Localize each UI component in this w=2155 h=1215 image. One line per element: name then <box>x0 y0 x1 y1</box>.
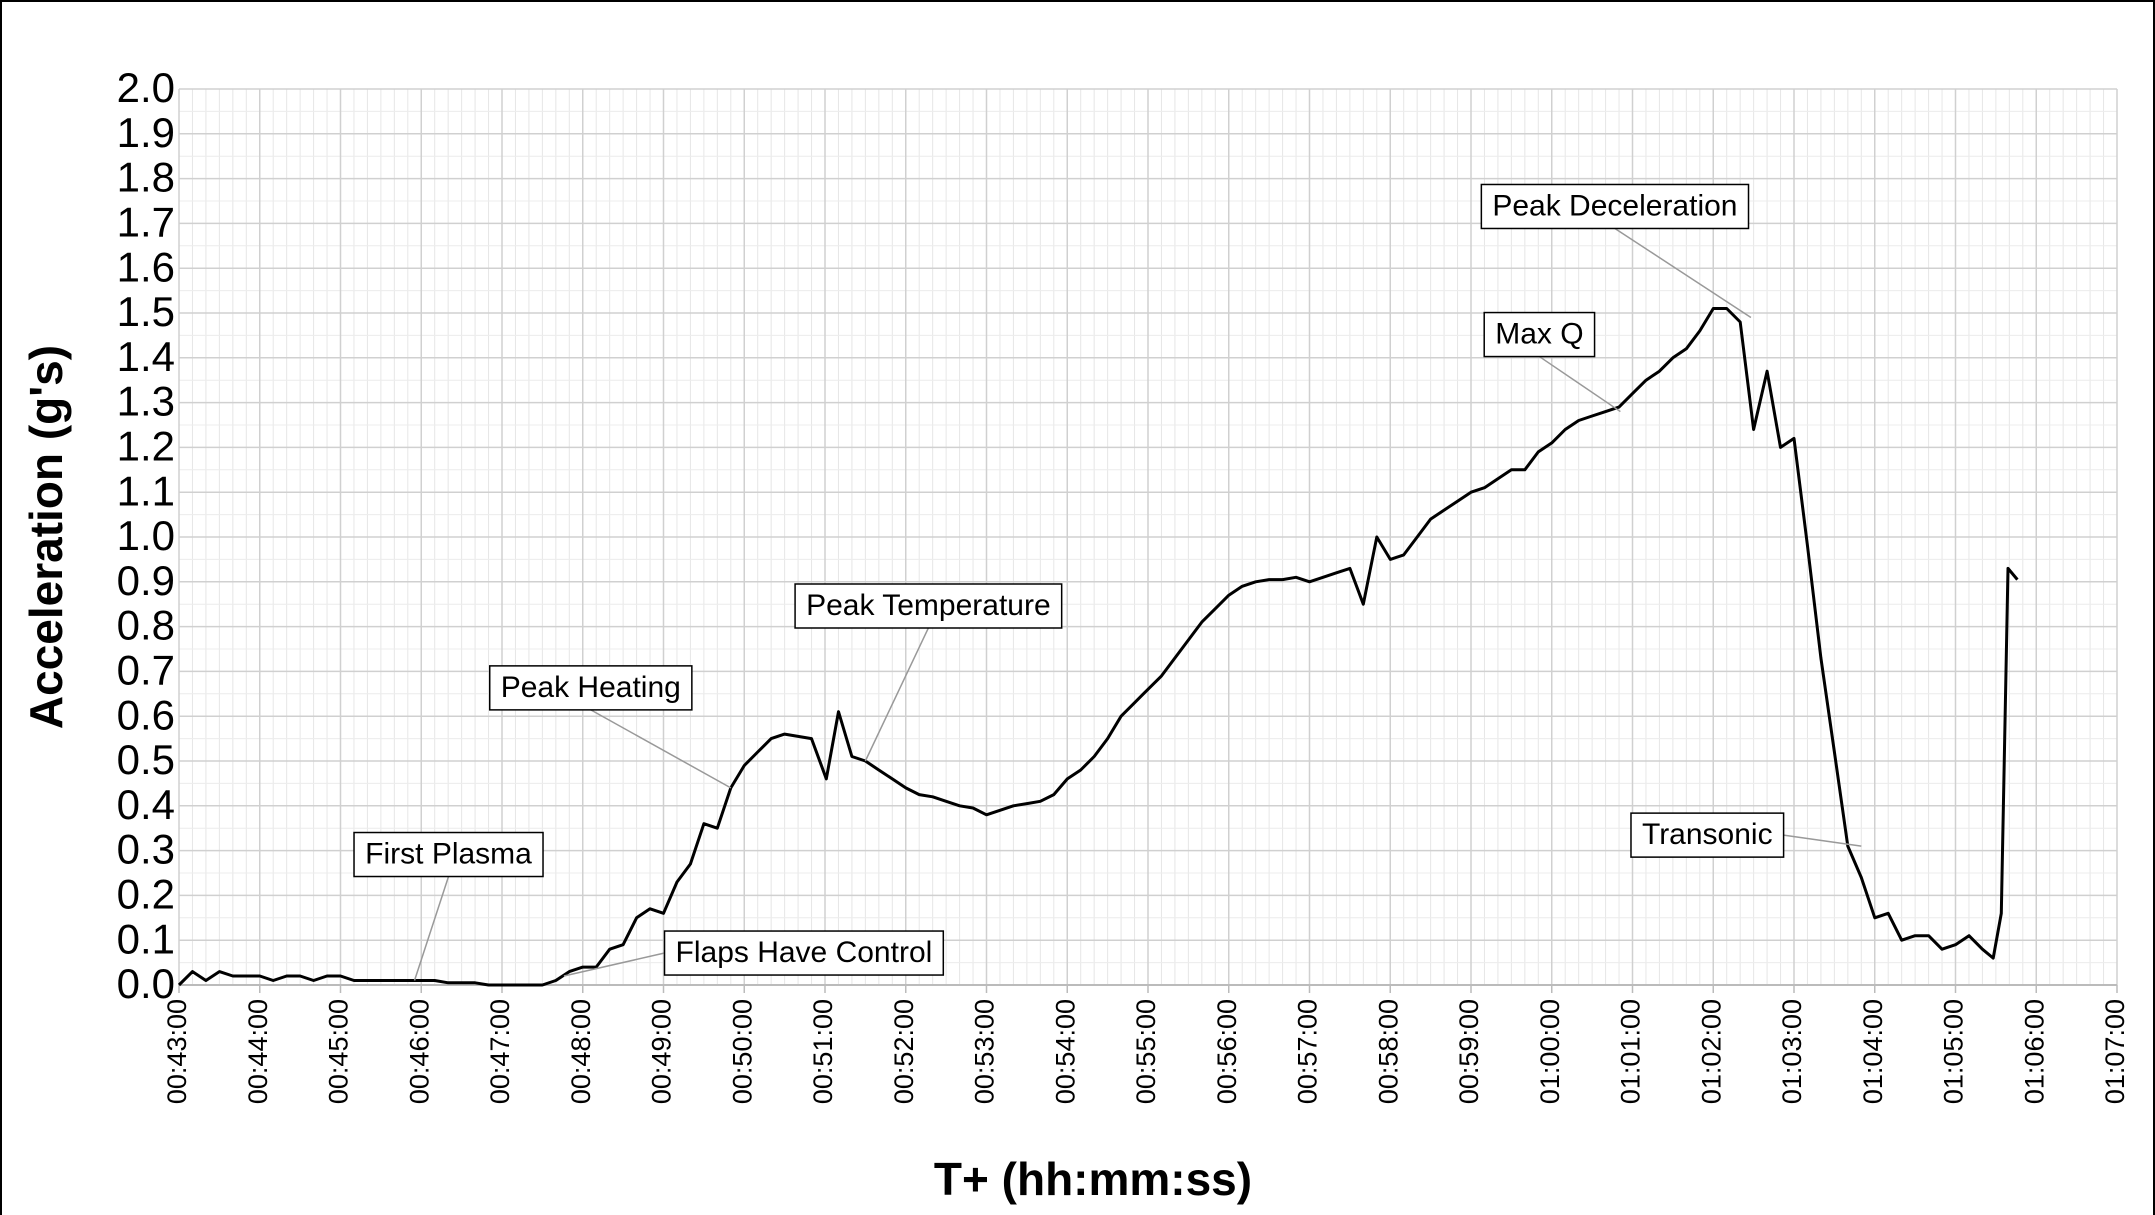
x-axis-title: T+ (hh:mm:ss) <box>934 1153 1252 1205</box>
annotation-leader <box>563 952 665 977</box>
x-tick-label: 00:56:00 <box>1212 999 1242 1104</box>
y-tick-label: 0.3 <box>117 826 175 873</box>
y-tick-label: 2.0 <box>117 64 175 111</box>
x-tick-label: 00:43:00 <box>162 999 192 1104</box>
x-tick-label: 01:05:00 <box>1939 999 1969 1104</box>
y-axis-title: Acceleration (g's) <box>20 345 72 729</box>
y-tick-label: 0.9 <box>117 557 175 604</box>
annotation-label: Peak Deceleration <box>1492 189 1737 222</box>
y-tick-label: 1.1 <box>117 467 175 514</box>
y-tick-label: 1.2 <box>117 422 175 469</box>
y-tick-label: 1.0 <box>117 512 175 559</box>
x-tick-label: 01:07:00 <box>2100 999 2130 1104</box>
annotation-leader <box>1538 355 1621 413</box>
x-tick-label: 00:58:00 <box>1373 999 1403 1104</box>
x-tick-label: 01:02:00 <box>1696 999 1726 1104</box>
y-tick-label: 0.5 <box>117 736 175 783</box>
y-tick-label: 1.4 <box>117 333 175 380</box>
annotation-leader <box>864 627 930 762</box>
x-tick-label: 00:52:00 <box>889 999 919 1104</box>
annotation-box <box>1480 183 1750 230</box>
y-tick-label: 0.0 <box>117 960 175 1007</box>
annotation-leader <box>1783 834 1862 847</box>
y-tick-label: 0.6 <box>117 691 175 738</box>
y-tick-label: 1.8 <box>117 154 175 201</box>
x-tick-label: 00:47:00 <box>485 999 515 1104</box>
annotation-label: First Plasma <box>365 837 532 870</box>
y-tick-label: 1.9 <box>117 109 175 156</box>
x-tick-label: 01:06:00 <box>2019 999 2049 1104</box>
annotation-box <box>353 831 544 878</box>
y-tick-label: 0.7 <box>117 646 175 693</box>
x-tick-label: 00:50:00 <box>727 999 757 1104</box>
annotation-label: Max Q <box>1495 317 1583 350</box>
annotation-box <box>794 583 1063 629</box>
annotation-leader <box>1614 227 1752 319</box>
annotation-label: Peak Temperature <box>806 589 1051 622</box>
x-tick-label: 01:03:00 <box>1777 999 1807 1104</box>
x-tick-label: 01:04:00 <box>1858 999 1888 1104</box>
x-tick-label: 01:00:00 <box>1535 999 1565 1104</box>
y-tick-label: 1.3 <box>117 378 175 425</box>
x-tick-label: 01:01:00 <box>1616 999 1646 1104</box>
y-tick-label: 0.4 <box>117 781 175 828</box>
x-tick-label: 00:45:00 <box>324 999 354 1104</box>
annotation-box <box>1630 812 1785 858</box>
x-tick-label: 00:49:00 <box>647 999 677 1104</box>
x-tick-label: 00:55:00 <box>1131 999 1161 1104</box>
x-tick-label: 00:54:00 <box>1050 999 1080 1104</box>
y-tick-label: 0.2 <box>117 870 175 917</box>
x-tick-label: 00:46:00 <box>404 999 434 1104</box>
y-tick-label: 0.1 <box>117 915 175 962</box>
annotation-leader <box>413 876 450 981</box>
x-tick-label: 00:57:00 <box>1293 999 1323 1104</box>
annotation-box <box>663 930 945 976</box>
x-tick-label: 00:44:00 <box>243 999 273 1104</box>
data-line <box>177 307 2019 987</box>
annotation-box <box>488 665 693 711</box>
x-tick-label: 00:53:00 <box>970 999 1000 1104</box>
y-tick-label: 0.8 <box>117 602 175 649</box>
annotation-box <box>1483 311 1596 358</box>
y-tick-label: 1.7 <box>117 198 175 245</box>
x-tick-label: 00:51:00 <box>808 999 838 1104</box>
annotation-label: Flaps Have Control <box>676 936 933 969</box>
annotation-leader <box>590 709 732 789</box>
y-tick-label: 1.6 <box>117 243 175 290</box>
x-tick-label: 00:48:00 <box>566 999 596 1104</box>
x-tick-label: 00:59:00 <box>1454 999 1484 1104</box>
annotation-label: Peak Heating <box>501 671 681 704</box>
annotation-label: Transonic <box>1642 818 1773 851</box>
y-tick-label: 1.5 <box>117 288 175 335</box>
